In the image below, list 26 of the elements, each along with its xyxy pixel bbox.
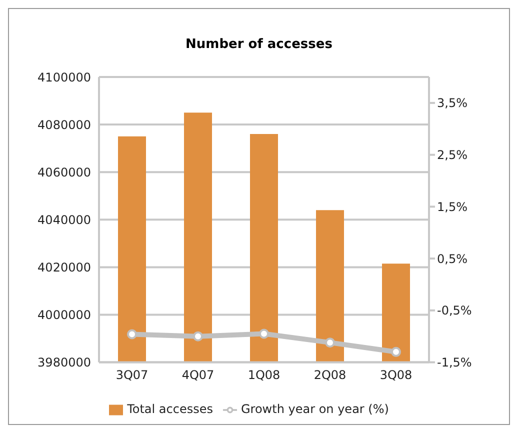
y-tick-label: 4040000 xyxy=(38,212,91,227)
y2-tick-label: -0,5% xyxy=(437,304,472,318)
point xyxy=(127,329,137,340)
point xyxy=(391,346,401,357)
y2-tick-label: -1,5% xyxy=(437,356,472,370)
y2-tick-label: 0,5% xyxy=(437,252,468,266)
legend-label: Growth year on year (%) xyxy=(240,402,389,416)
point xyxy=(325,338,335,348)
x-tick-label: 1Q08 xyxy=(248,368,280,382)
y2-tick-label: 1,5% xyxy=(437,200,468,214)
x-tick-label: 3Q07 xyxy=(116,368,148,382)
legend-label: Total accesses xyxy=(127,402,213,416)
x-tick-label: 3Q08 xyxy=(380,368,412,382)
y2-tick-label: 3,5% xyxy=(437,96,468,110)
y-tick-label: 3980000 xyxy=(38,356,91,370)
y2-tick-label: 2,5% xyxy=(437,148,468,162)
x-tick-label: 4Q07 xyxy=(182,368,214,382)
point xyxy=(193,331,203,342)
x-tick-label: 2Q08 xyxy=(314,368,346,382)
chart-title: Number of accesses xyxy=(184,36,334,54)
point xyxy=(259,328,269,339)
y-tick-label: 4080000 xyxy=(38,118,91,132)
y-tick-label: 4100000 xyxy=(38,70,91,84)
y-tick-label: 4000000 xyxy=(38,308,91,322)
y-tick-label: 4020000 xyxy=(38,260,91,274)
y-tick-label: 4060000 xyxy=(38,165,91,180)
